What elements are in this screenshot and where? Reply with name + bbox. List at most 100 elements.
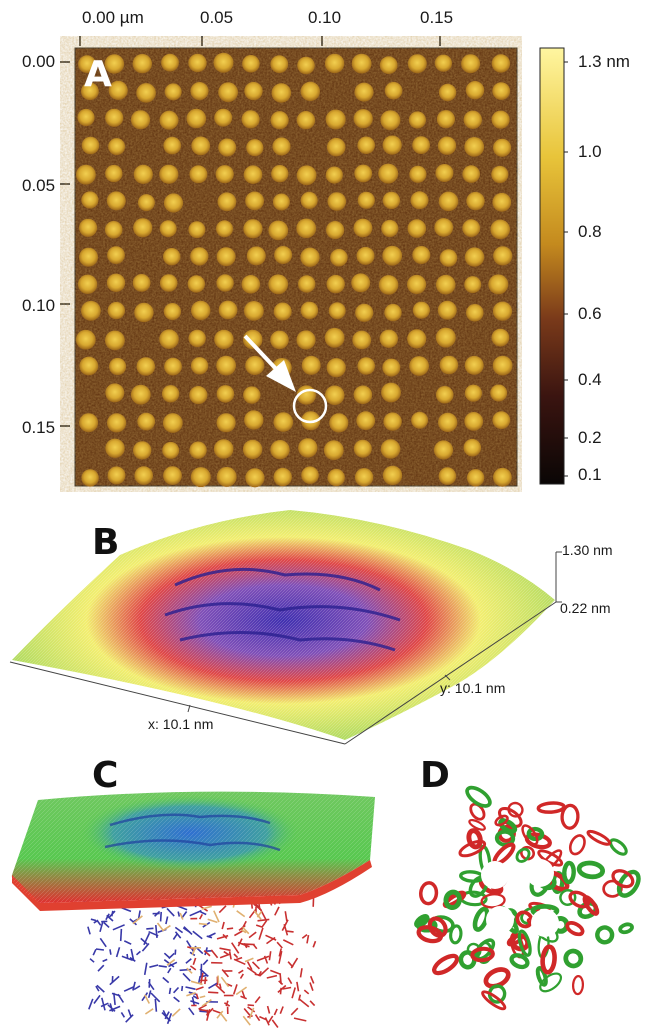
particle xyxy=(435,386,454,404)
molecule-bond xyxy=(239,973,244,979)
particle xyxy=(163,303,181,321)
molecule-bond xyxy=(228,951,232,960)
molecule-bond xyxy=(298,998,310,1008)
particle xyxy=(216,466,237,487)
y-axis-label: y: 10.1 nm xyxy=(440,680,506,696)
particle xyxy=(490,219,511,240)
molecule-bond xyxy=(210,949,219,959)
molecule-bond xyxy=(254,973,261,977)
helix-ribbon xyxy=(498,818,518,834)
particle xyxy=(324,385,345,406)
molecule-bond xyxy=(296,981,300,992)
particle xyxy=(159,110,179,130)
molecule-bond xyxy=(225,1000,229,1007)
molecule-bond xyxy=(223,1002,231,1007)
particle xyxy=(159,220,177,238)
particle xyxy=(81,469,99,487)
particle xyxy=(109,357,127,376)
particle xyxy=(105,383,125,403)
particle xyxy=(213,439,234,459)
particle xyxy=(493,467,512,487)
particle xyxy=(491,110,510,129)
molecule-bond xyxy=(113,992,116,1005)
helix-ribbon xyxy=(466,828,483,850)
molecule-bond xyxy=(132,915,143,925)
particle xyxy=(300,191,318,209)
helix-ribbon xyxy=(465,785,492,808)
panel-b: B 1.30 nm 0.22 nm x: 10.1 nm y: 10.1 nm xyxy=(0,500,645,750)
particle xyxy=(217,192,237,212)
particle xyxy=(381,382,401,403)
particle xyxy=(324,327,345,348)
particle xyxy=(463,110,482,129)
particle xyxy=(327,468,345,487)
particle xyxy=(216,220,233,238)
molecule-bond xyxy=(107,1004,116,1012)
molecule-bond xyxy=(133,985,141,991)
molecule-bond xyxy=(253,910,262,920)
molecule-bond xyxy=(306,934,310,944)
molecule-bond xyxy=(291,987,296,999)
helix-ribbon xyxy=(535,966,548,987)
molecule-bond xyxy=(233,958,246,966)
particle xyxy=(188,329,206,348)
particle xyxy=(382,135,402,155)
particle xyxy=(301,466,319,485)
panel-letter-d: D xyxy=(420,755,450,796)
particle xyxy=(462,219,481,238)
particle xyxy=(218,82,239,103)
molecule-bond xyxy=(276,941,283,949)
molecule-bond xyxy=(309,982,314,991)
particle xyxy=(407,54,427,74)
helix-ribbon xyxy=(616,869,641,898)
particle xyxy=(435,327,456,348)
molecule-bond xyxy=(215,984,226,994)
particle xyxy=(353,439,372,458)
y-tick-label: 0.15 xyxy=(22,418,56,437)
particle xyxy=(433,440,454,460)
particle xyxy=(270,440,290,460)
molecule-bond xyxy=(195,993,199,1000)
molecule-bond xyxy=(92,948,97,956)
molecule-bond xyxy=(155,925,158,938)
particle xyxy=(323,440,344,461)
particle xyxy=(162,441,180,459)
particle xyxy=(164,357,182,376)
molecule-bond xyxy=(204,947,208,956)
particle xyxy=(105,108,124,127)
particle xyxy=(81,82,99,101)
molecule-bond xyxy=(242,926,250,935)
particle xyxy=(412,301,430,319)
molecule-bond xyxy=(88,998,94,1010)
particle xyxy=(351,273,371,293)
molecule-bond xyxy=(246,961,253,971)
particle xyxy=(163,136,181,155)
particle xyxy=(190,82,209,101)
particle xyxy=(104,54,125,74)
particle xyxy=(382,358,401,377)
particle xyxy=(191,300,211,321)
particle xyxy=(466,469,485,487)
molecule-bond xyxy=(242,1015,251,1026)
particle xyxy=(379,56,398,75)
particle xyxy=(189,386,208,405)
particle xyxy=(164,83,182,101)
molecule-bond xyxy=(219,947,231,952)
surface-structure-c xyxy=(11,791,375,1028)
molecule-bond xyxy=(201,999,212,1007)
particle xyxy=(188,53,207,73)
particle xyxy=(381,219,399,238)
particle xyxy=(353,385,373,405)
molecule-bond xyxy=(186,991,196,997)
particle xyxy=(78,55,96,74)
helix-ribbon xyxy=(494,829,516,847)
particle xyxy=(162,413,183,433)
helix-ribbon xyxy=(469,802,486,821)
molecule-bond xyxy=(141,992,149,1002)
particle xyxy=(298,438,318,458)
molecule-bond xyxy=(99,921,104,933)
colorbar-label: 0.2 xyxy=(578,428,602,447)
particle xyxy=(301,355,321,375)
particle xyxy=(296,111,316,130)
helix-ribbon xyxy=(562,860,576,885)
